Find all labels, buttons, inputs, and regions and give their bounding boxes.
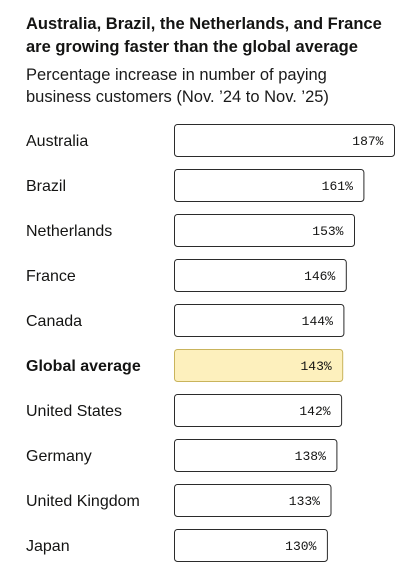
bar-japan bbox=[174, 529, 328, 562]
value-label-brazil: 161% bbox=[322, 179, 353, 194]
category-label-australia: Australia bbox=[26, 133, 88, 150]
bar-netherlands bbox=[174, 214, 355, 247]
bar-france bbox=[174, 259, 347, 292]
value-label-netherlands: 153% bbox=[312, 224, 343, 239]
bar-united-states bbox=[174, 394, 343, 427]
bar-brazil bbox=[174, 169, 365, 202]
value-label-united-states: 142% bbox=[299, 404, 330, 419]
value-label-japan: 130% bbox=[285, 539, 316, 554]
bar-united-kingdom bbox=[174, 484, 332, 517]
bar-canada bbox=[174, 304, 345, 337]
value-label-australia: 187% bbox=[352, 134, 383, 149]
category-label-france: France bbox=[26, 268, 76, 285]
category-label-canada: Canada bbox=[26, 313, 82, 330]
category-label-global-average: Global average bbox=[26, 358, 141, 375]
category-label-united-states: United States bbox=[26, 403, 122, 420]
value-label-canada: 144% bbox=[302, 314, 333, 329]
value-label-france: 146% bbox=[304, 269, 335, 284]
category-label-netherlands: Netherlands bbox=[26, 223, 112, 240]
category-label-brazil: Brazil bbox=[26, 178, 66, 195]
category-label-united-kingdom: United Kingdom bbox=[26, 493, 140, 510]
category-label-japan: Japan bbox=[26, 538, 70, 555]
bar-australia bbox=[174, 124, 395, 157]
chart-subtitle: Percentage increase in number of paying … bbox=[26, 66, 329, 106]
value-label-germany: 138% bbox=[295, 449, 326, 464]
chart-title: Australia, Brazil, the Netherlands, and … bbox=[26, 15, 382, 56]
bar-global-average bbox=[174, 349, 344, 382]
bar-germany bbox=[174, 439, 338, 472]
category-label-germany: Germany bbox=[26, 448, 92, 465]
value-label-united-kingdom: 133% bbox=[289, 494, 320, 509]
value-label-global-average: 143% bbox=[300, 359, 331, 374]
